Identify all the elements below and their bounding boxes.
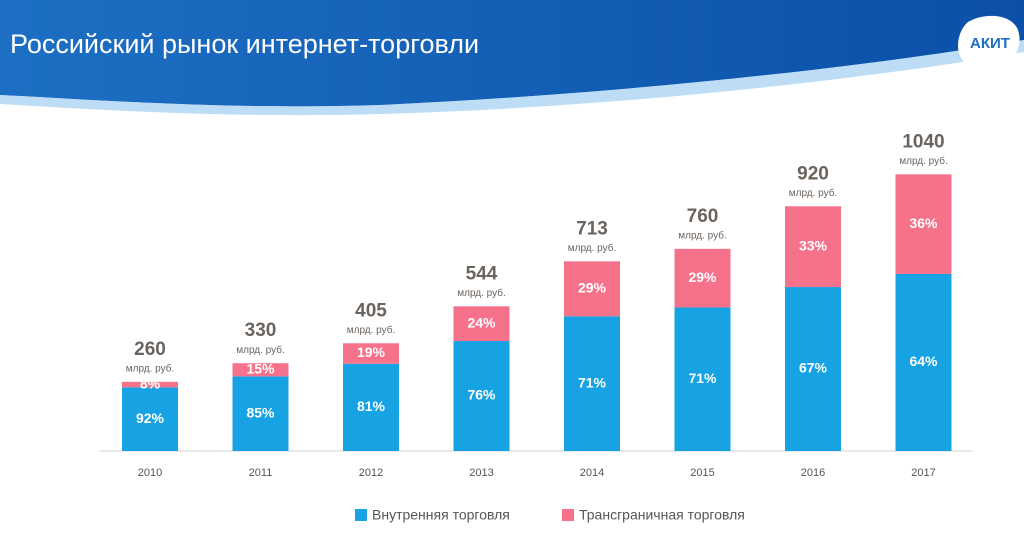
segment-label: 67%	[799, 360, 828, 376]
total-label: 713	[576, 218, 608, 239]
total-label: 544	[466, 263, 498, 284]
total-label: 1040	[902, 131, 944, 152]
header-banner	[0, 0, 1024, 107]
total-label: 260	[134, 339, 166, 360]
segment-label: 76%	[467, 387, 496, 403]
x-tick-label: 2013	[469, 467, 493, 479]
segment-label: 33%	[799, 237, 828, 253]
segment-label: 15%	[246, 361, 275, 377]
bar-segment	[674, 248, 731, 308]
total-label: 760	[687, 206, 719, 227]
segment-label: 8%	[140, 375, 161, 391]
logo-badge	[958, 15, 1020, 71]
total-unit: млрд. руб.	[236, 344, 285, 356]
total-unit: млрд. руб.	[899, 155, 948, 167]
slide-title: Российский рынок интернет-торговли	[10, 29, 479, 59]
bar-segment	[453, 306, 510, 342]
x-tick-label: 2016	[801, 467, 825, 479]
bar-segment	[895, 273, 952, 451]
bar-segment	[785, 206, 841, 288]
segment-label: 19%	[357, 344, 386, 360]
bar-segment	[895, 174, 952, 274]
total-unit: млрд. руб.	[789, 187, 838, 199]
segment-label: 71%	[578, 374, 607, 390]
bar-segment	[232, 376, 289, 451]
bar-segment	[564, 261, 620, 317]
total-label: 330	[245, 320, 277, 341]
legend-swatch	[355, 509, 367, 521]
legend-swatch	[562, 509, 574, 521]
segment-label: 81%	[357, 398, 386, 414]
header-wave	[0, 40, 1024, 116]
bar-segment	[785, 287, 841, 451]
total-unit: млрд. руб.	[568, 242, 617, 254]
x-tick-label: 2011	[249, 467, 273, 479]
bar-segment	[232, 363, 289, 377]
x-tick-label: 2010	[138, 467, 162, 479]
segment-label: 24%	[467, 314, 496, 330]
total-label: 920	[797, 163, 829, 184]
total-unit: млрд. руб.	[347, 324, 396, 336]
segment-label: 29%	[688, 269, 717, 285]
bar-segment	[674, 307, 731, 451]
segment-label: 64%	[909, 353, 938, 369]
x-tick-label: 2012	[359, 467, 383, 479]
bar-segment	[343, 343, 399, 364]
bar-segment	[343, 363, 399, 451]
bar-segment	[122, 381, 178, 388]
bar-segment	[564, 316, 620, 451]
x-tick-label: 2017	[911, 467, 935, 479]
total-label: 405	[355, 300, 387, 321]
segment-label: 29%	[578, 280, 607, 296]
segment-label: 85%	[246, 404, 275, 420]
x-tick-label: 2014	[580, 467, 604, 479]
legend-label: Внутренняя торговля	[372, 507, 510, 523]
total-unit: млрд. руб.	[457, 287, 506, 299]
segment-label: 36%	[909, 215, 938, 231]
total-unit: млрд. руб.	[678, 229, 727, 241]
legend-label: Трансграничная торговля	[579, 507, 745, 523]
segment-label: 71%	[688, 370, 717, 386]
segment-label: 92%	[136, 410, 165, 426]
total-unit: млрд. руб.	[126, 362, 175, 374]
x-tick-label: 2015	[690, 467, 714, 479]
logo-text: АКИТ	[970, 35, 1010, 52]
bar-segment	[453, 341, 510, 451]
bar-segment	[122, 387, 178, 451]
